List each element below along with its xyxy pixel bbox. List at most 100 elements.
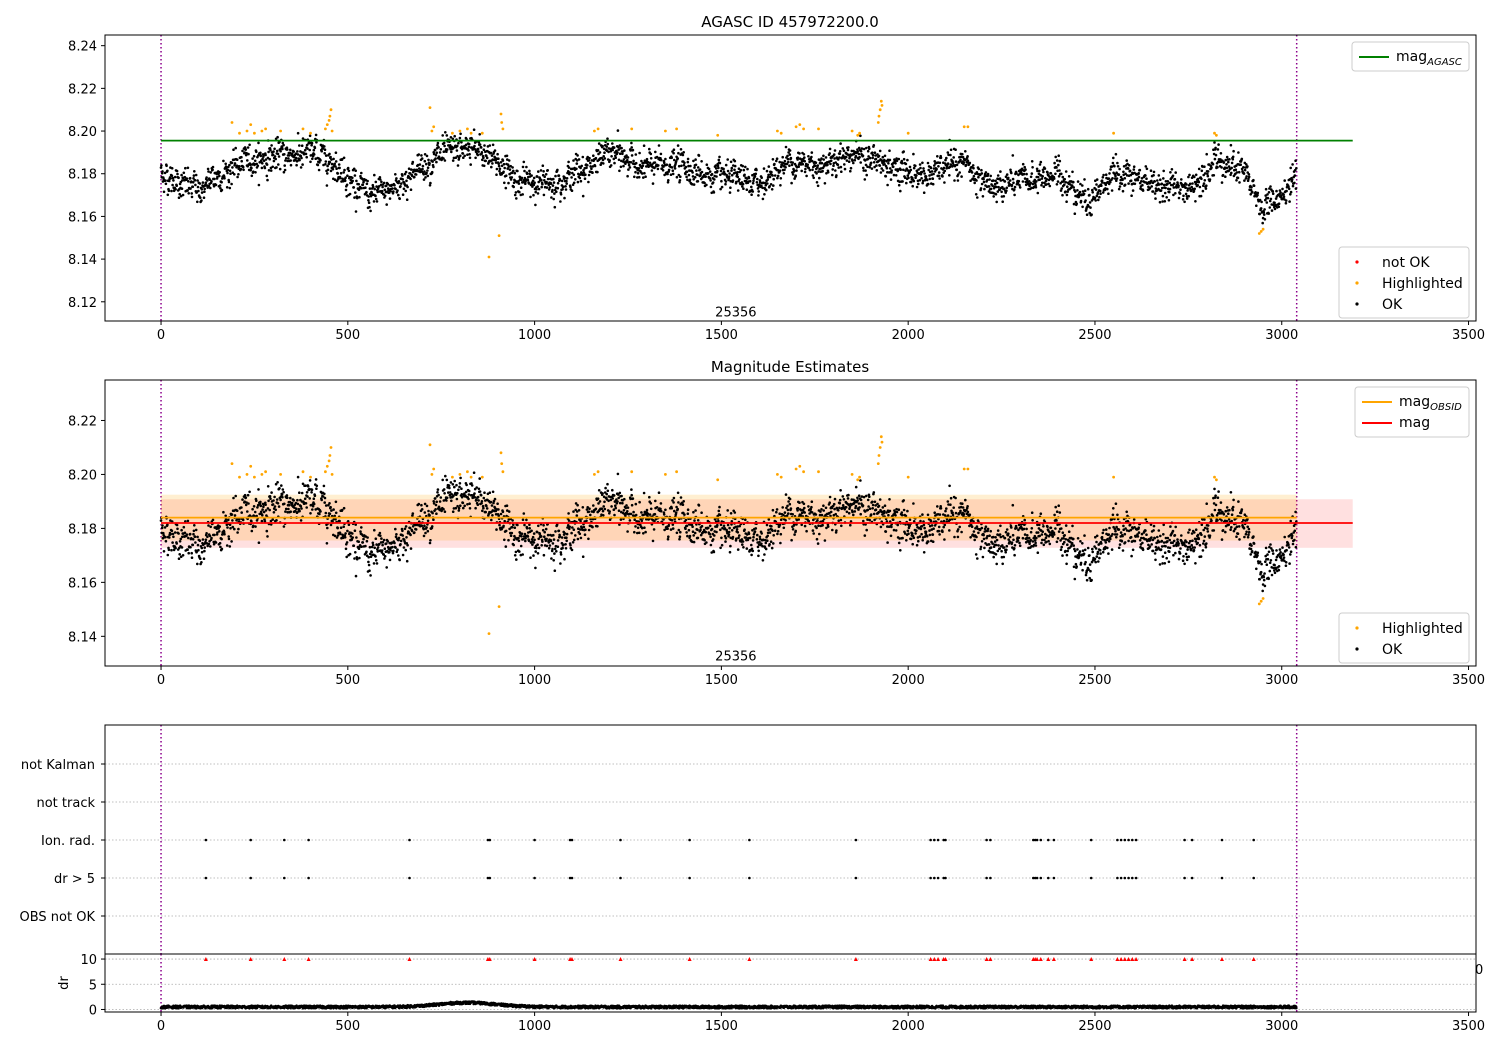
panel1-point-ok <box>1043 181 1046 185</box>
panel2-point-ok <box>531 543 534 546</box>
panel1-point-ok <box>312 153 316 156</box>
panel1-point-ok <box>846 148 850 152</box>
panel1-point-ok <box>1022 172 1026 176</box>
panel2-point-ok <box>280 493 284 496</box>
panel1-ytick-label: 8.22 <box>68 82 97 97</box>
panel1-point-ok <box>1007 176 1010 180</box>
panel1-point-ok <box>1234 168 1238 171</box>
panel1-point-ok <box>1017 179 1021 183</box>
panel2-point-ok <box>613 513 616 517</box>
panel1-point-ok <box>311 157 314 161</box>
panel2-point-ok <box>686 534 689 538</box>
panel1-point-ok <box>782 172 786 175</box>
panel1-point-ok <box>484 159 488 163</box>
legend-marker <box>1355 302 1359 306</box>
panel1-point-ok <box>625 154 628 157</box>
panel1-point-ok <box>556 168 559 172</box>
panel2-point-ok <box>378 531 382 535</box>
panel2-point-ok <box>572 510 575 513</box>
panel1-point-ok <box>1281 187 1284 191</box>
panel2-point-ok <box>311 504 315 508</box>
panel1-point-ok <box>211 165 215 169</box>
panel1-point-ok <box>365 190 368 194</box>
panel1-point-ok <box>369 209 372 213</box>
panel1-point-ok <box>1164 180 1168 183</box>
panel2-point-ok <box>834 512 837 516</box>
panel1-point-ok <box>502 170 505 174</box>
panel1-point-ok <box>292 150 296 153</box>
panel1-point-ok <box>886 183 889 187</box>
panel2-point-ok <box>396 548 399 551</box>
panel1-point-ok <box>871 153 875 157</box>
panel1-point-ok <box>893 159 897 163</box>
panel1-point-ok <box>932 172 935 176</box>
panel1-point-ok <box>606 137 609 140</box>
panel1-point-ok <box>207 184 211 188</box>
panel1-point-ok <box>980 168 983 172</box>
panel1-point-ok <box>401 193 405 196</box>
panel1-point-ok <box>232 148 235 151</box>
panel2-point-ok <box>409 533 412 537</box>
panel2-point-ok <box>628 519 632 522</box>
panel2-point-ok <box>178 540 182 543</box>
panel1-point-ok <box>411 160 415 164</box>
panel2-point-ok <box>186 519 190 523</box>
panel1-point-ok <box>1160 182 1164 186</box>
panel1-point-ok <box>981 195 985 198</box>
panel1-point-ok <box>691 171 694 174</box>
panel2-point-ok <box>640 526 644 530</box>
panel2-point-ok <box>606 482 609 486</box>
panel1-point-ok <box>1197 167 1201 171</box>
panel1-point-ok <box>1204 187 1208 190</box>
panel2-point-ok <box>328 512 332 516</box>
panel1-point-ok <box>330 162 334 166</box>
panel1-point-ok <box>1192 189 1196 193</box>
panel2-point-ok <box>411 512 415 515</box>
panel1-xtick-label: 1000 <box>518 328 551 343</box>
panel2-point-ok <box>168 536 171 539</box>
panel1-point-ok <box>679 148 683 151</box>
panel1-point-ok <box>468 152 471 156</box>
panel2-point-ok <box>434 503 438 507</box>
panel1-point-ok <box>310 141 314 145</box>
panel1-point-ok <box>1294 187 1298 190</box>
panel1-point-ok <box>1118 167 1121 171</box>
panel2-point-ok <box>535 546 538 550</box>
panel1-point-ok <box>961 155 965 159</box>
panel1-point-ok <box>642 144 646 147</box>
panel1-point-ok <box>1284 199 1288 202</box>
panel2-point-ok <box>763 553 766 556</box>
panel1-point-ok <box>504 186 508 190</box>
panel1-point-ok <box>1114 152 1118 156</box>
panel1-point-ok <box>379 178 382 181</box>
panel1-point-ok <box>796 156 800 159</box>
panel2-point-ok <box>552 538 556 541</box>
panel1-point-ok <box>903 176 907 179</box>
panel1-point-ok <box>755 181 759 184</box>
panel2-point-ok <box>846 497 850 500</box>
panel2-point-ok <box>173 531 177 534</box>
panel2-point-ok <box>672 496 676 500</box>
panel1-point-ok <box>707 172 710 175</box>
panel2-point-ok <box>709 543 713 547</box>
panel2-point-ok <box>505 504 509 508</box>
panel1-point-highlighted <box>876 121 880 124</box>
panel2-point-ok <box>565 536 568 539</box>
panel1-point-ok <box>271 165 275 169</box>
panel1-point-ok <box>212 184 216 188</box>
panel1-point-ok <box>1036 175 1040 179</box>
panel2-point-ok <box>345 541 349 544</box>
panel1-point-ok <box>714 164 718 167</box>
panel2-point-ok <box>815 537 819 541</box>
panel1-point-highlighted <box>329 108 333 112</box>
panel1-point-ok <box>1115 177 1119 180</box>
panel2-point-ok <box>404 525 408 528</box>
panel1-point-ok <box>537 170 540 173</box>
panel1-point-ok <box>528 172 531 175</box>
panel2-point-ok <box>534 550 537 553</box>
panel2-point-ok <box>683 513 686 516</box>
panel1-point-highlighted <box>906 131 910 135</box>
panel1-point-ok <box>420 170 424 173</box>
panel1-point-ok <box>560 179 564 183</box>
panel1-point-ok <box>296 131 300 135</box>
